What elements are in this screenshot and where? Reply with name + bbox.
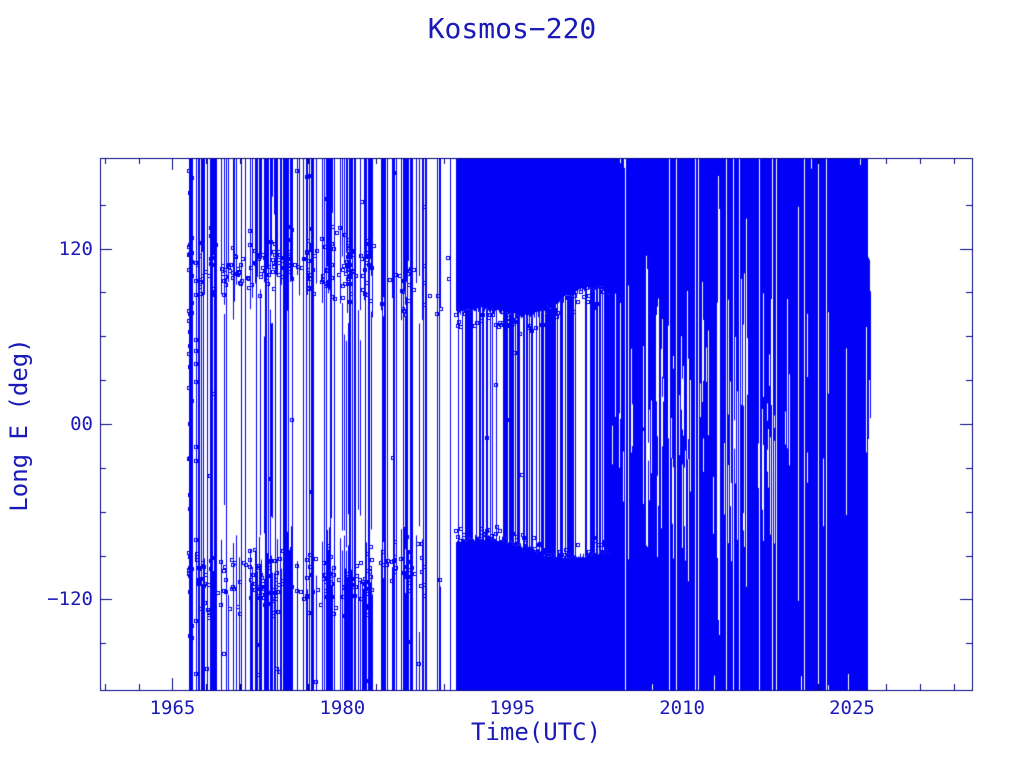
- x-tick-label: 2025: [829, 697, 875, 719]
- x-tick-label: 2010: [659, 697, 705, 719]
- x-tick-label: 1965: [149, 697, 196, 719]
- y-tick-label: 00: [70, 413, 93, 435]
- y-tick-label: −120: [47, 588, 93, 611]
- chart-title: Kosmos−220: [427, 12, 597, 45]
- x-tick-label: 1995: [489, 697, 536, 719]
- x-tick-label: 1980: [319, 697, 366, 719]
- x-axis-label: Time(UTC): [470, 718, 602, 746]
- y-tick-label: 120: [58, 237, 93, 260]
